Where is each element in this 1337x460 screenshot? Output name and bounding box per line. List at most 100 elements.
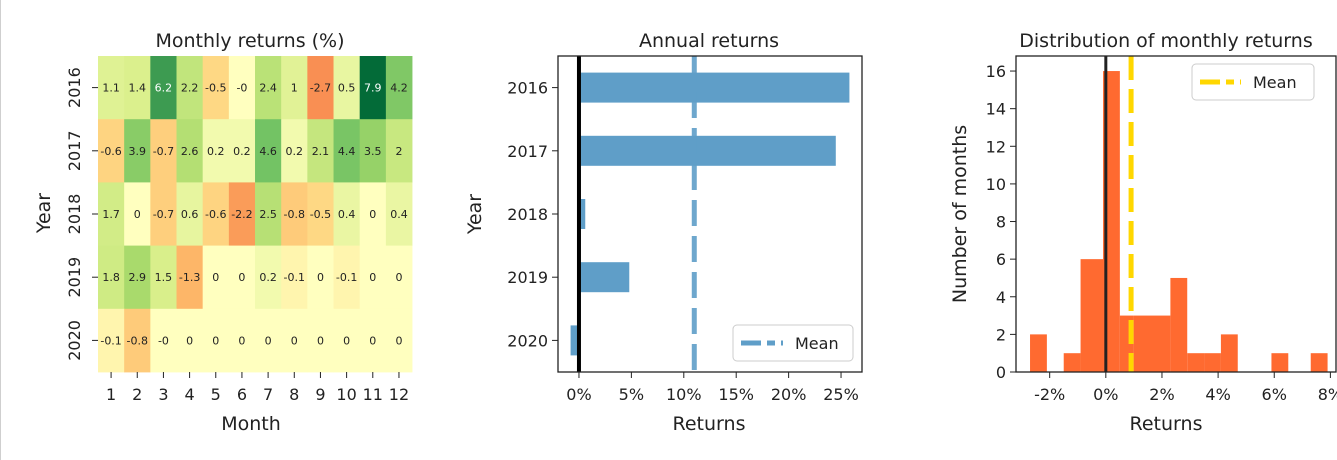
annual-y-tick-label: 2016 [507,79,548,98]
heatmap-cell-label: 4.6 [259,145,277,158]
heatmap-cell [281,56,308,120]
heatmap-cell [281,245,308,310]
distribution-bar [1030,334,1047,372]
heatmap-cell-label: 2.1 [312,145,330,158]
distribution-x-ticks: -2% 0% 2% 4% 6% 8% [1034,372,1337,404]
heatmap-cell [124,308,151,373]
annual-x-tick-label: 25% [823,385,859,404]
heatmap-cell [150,308,177,373]
distribution-title: Distribution of monthly returns [1019,30,1312,52]
distribution-bar [1204,353,1221,372]
heatmap-cell-label: 3.9 [129,145,147,158]
heatmap-cell-label: 0 [369,334,376,347]
distribution-y-tick-label: 2 [996,325,1006,344]
annual-legend: Mean [732,324,854,362]
heatmap-cell-label: -0.8 [284,208,305,221]
heatmap-cell-label: 0 [317,334,324,347]
heatmap-cell-label: 0.4 [390,208,408,221]
heatmap-x-tick-label: 10 [336,385,356,404]
heatmap-cell-label: 2.2 [181,82,199,95]
heatmap-cell-label: 4.4 [338,145,356,158]
heatmap-cell [385,245,413,310]
heatmap-cell [359,182,387,246]
heatmap-cell [255,245,282,310]
heatmap-y-ticks: 2016 2017 2018 2019 2020 [65,67,98,361]
heatmap-cell-label: 0 [212,271,219,284]
heatmap-cell-label: -0.1 [336,271,357,284]
annual-legend-mean-label: Mean [795,334,839,353]
annual-bar [578,72,850,103]
heatmap-cell-label: 0 [395,271,402,284]
heatmap-cell [385,56,413,120]
annual-x-ticks: 0% 5% 10% 15% 20% 25% [566,372,859,404]
annual-y-ticks: 2016 2017 2018 2019 2020 [507,79,558,350]
distribution-x-axis-label: Returns [1130,413,1203,435]
distribution-y-tick-label: 10 [986,175,1006,194]
heatmap-cell-label: -0.7 [153,145,174,158]
heatmap-cell [255,56,282,120]
heatmap-cell [150,56,177,120]
heatmap-cell-label: -0.1 [284,271,305,284]
heatmap-y-tick-label: 2016 [65,67,84,108]
heatmap-cell [124,182,151,246]
heatmap-cell [228,119,256,183]
heatmap-cell [281,119,308,183]
distribution-bar [1170,277,1188,372]
heatmap-x-tick-label: 5 [211,385,221,404]
annual-y-tick-label: 2019 [507,268,548,287]
heatmap-x-tick-label: 4 [185,385,195,404]
heatmap-cell [98,56,125,120]
distribution-x-tick-label: 8% [1318,385,1337,404]
annual-x-tick-label: 10% [666,385,702,404]
heatmap-cell-label: 2 [395,145,402,158]
heatmap-cell [333,245,361,310]
heatmap-cell-label: -0.8 [127,334,148,347]
heatmap-cell-label: 0.2 [259,271,277,284]
heatmap-cell-label: 0.2 [207,145,225,158]
distribution-x-tick-label: 4% [1205,385,1230,404]
heatmap-cell [124,56,151,120]
heatmap-cell [124,245,151,310]
heatmap-cell [333,182,361,246]
distribution-y-tick-label: 14 [986,100,1006,119]
annual-x-tick-label: 5% [619,385,644,404]
heatmap-cell-label: 1 [291,82,298,95]
distribution-plot-frame [1015,55,1337,373]
heatmap-cell [176,308,204,373]
heatmap-cell [307,119,334,183]
heatmap-cell [202,56,230,120]
heatmap-x-ticks: 1 2 3 4 5 6 7 8 9 10 11 12 [106,372,409,404]
heatmap-cell [281,308,308,373]
heatmap-cell-label: 0.6 [181,208,199,221]
heatmap-cell-label: 1.7 [102,208,120,221]
distribution-y-tick-label: 16 [986,62,1006,81]
heatmap-cell-label: 7.9 [364,82,382,95]
heatmap-cell-label: 0 [134,208,141,221]
monthly-distribution-chart: Distribution of monthly returns -2% 0% 2% 4… [949,30,1337,435]
heatmap-cell [255,119,282,183]
distribution-bar [1063,353,1081,372]
heatmap-cell [307,56,334,120]
annual-x-tick-label: 20% [771,385,807,404]
heatmap-cell [307,245,334,310]
distribution-y-axis-label: Number of months [949,125,971,303]
annual-y-tick-label: 2020 [507,331,548,350]
heatmap-title: Monthly returns (%) [155,30,344,52]
annual-bars [570,72,850,356]
heatmap-y-tick-label: 2020 [65,320,84,361]
heatmap-cell-label: 0 [186,334,193,347]
heatmap-x-axis-label: Month [221,413,281,435]
heatmap-cell [176,56,204,120]
distribution-x-tick-label: 2% [1149,385,1174,404]
heatmap-cell [98,182,125,246]
heatmap-cell [228,182,256,246]
heatmap-x-tick-label: 2 [132,385,142,404]
heatmap-cell [202,119,230,183]
heatmap-cell-label: 0 [212,334,219,347]
annual-returns-chart: Annual returns 0% 5% 10% 15% 20% 25% 2016 2017… [464,30,863,435]
heatmap-cell-label: -0.6 [100,145,121,158]
heatmap-cell [359,56,387,120]
distribution-bar [1271,353,1289,372]
distribution-bar [1080,259,1104,372]
